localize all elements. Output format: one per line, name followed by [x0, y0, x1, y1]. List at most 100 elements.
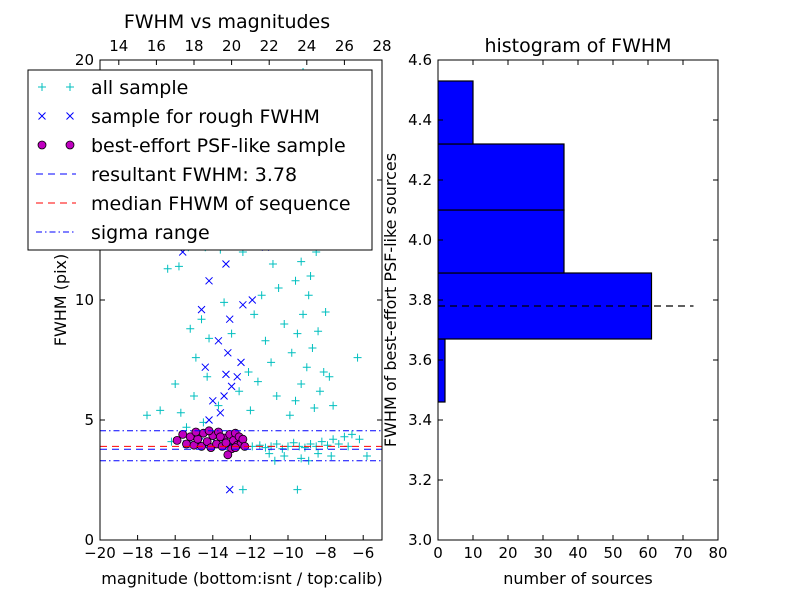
scatter-point-0 — [163, 264, 172, 273]
scatter-point-0 — [261, 336, 270, 345]
scatter-x-tick-label: −6 — [352, 544, 374, 562]
legend-marker-2 — [37, 140, 47, 150]
scatter-point-0 — [197, 315, 206, 324]
histogram-x-tick-label: 30 — [533, 544, 552, 562]
scatter-point-0 — [293, 329, 302, 338]
scatter-point-1 — [223, 348, 232, 357]
scatter-point-0 — [327, 452, 336, 460]
scatter-point-0 — [244, 368, 253, 376]
scatter-point-1 — [214, 336, 223, 345]
scatter-y-tick-label: 20 — [75, 51, 94, 69]
scatter-point-0 — [280, 320, 289, 328]
scatter-point-0 — [315, 387, 324, 396]
scatter-x-tick-label: −18 — [122, 544, 154, 562]
scatter-top-tick-label: 14 — [109, 37, 128, 55]
scatter-x-tick-label: −8 — [315, 544, 337, 562]
histogram-y-tick-label: 4.6 — [408, 51, 432, 69]
scatter-y-tick-label: 5 — [84, 411, 94, 429]
scatter-point-0 — [174, 262, 183, 271]
scatter-point-0 — [227, 329, 236, 338]
scatter-x-tick-label: −14 — [197, 544, 229, 562]
scatter-point-0 — [334, 440, 343, 448]
scatter-top-tick-label: 22 — [260, 37, 279, 55]
scatter-point-0 — [186, 324, 195, 333]
scatter-y-label: FWHM (pix) — [51, 254, 70, 347]
histogram-y-tick-label: 3.4 — [408, 411, 432, 429]
scatter-point-0 — [246, 406, 255, 415]
scatter-point-0 — [261, 443, 270, 452]
scatter-point-0 — [253, 377, 262, 386]
histogram-y-tick-label: 3.6 — [408, 351, 432, 369]
histogram-x-tick-label: 50 — [603, 544, 622, 562]
scatter-point-1 — [220, 392, 228, 400]
scatter-y-tick-label: 0 — [84, 531, 94, 549]
scatter-point-0 — [272, 392, 281, 400]
scatter-point-0 — [274, 284, 283, 292]
scatter-point-0 — [306, 272, 315, 280]
legend-marker-1 — [66, 112, 74, 120]
histogram-y-tick-label: 3.0 — [408, 531, 432, 549]
histogram-x-tick-label: 20 — [498, 544, 517, 562]
scatter-point-0 — [191, 353, 200, 362]
scatter-point-0 — [268, 260, 277, 268]
scatter-point-2 — [223, 450, 233, 460]
scatter-point-0 — [319, 368, 328, 376]
scatter-point-0 — [255, 441, 264, 450]
scatter-point-0 — [329, 435, 338, 444]
histogram-bar-4 — [438, 80, 474, 145]
histogram-y-tick-label: 3.2 — [408, 471, 432, 489]
scatter-point-1 — [205, 416, 213, 424]
scatter-top-ticks: 14 16 18 20 22 24 26 28 — [109, 37, 392, 65]
scatter-point-0 — [323, 441, 332, 450]
scatter-point-1 — [208, 396, 217, 405]
scatter-point-0 — [280, 452, 289, 460]
scatter-point-0 — [287, 348, 296, 357]
scatter-point-0 — [304, 291, 313, 300]
scatter-title: FWHM vs magnitudes — [124, 11, 330, 33]
histogram-bar-0 — [438, 338, 446, 403]
scatter-point-0 — [291, 396, 300, 405]
scatter-reference-lines — [100, 430, 382, 462]
scatter-point-1 — [222, 370, 230, 379]
scatter-point-2 — [178, 429, 188, 439]
scatter-point-0 — [300, 443, 309, 452]
legend-marker-2 — [65, 140, 75, 150]
scatter-point-2 — [172, 435, 182, 445]
scatter-point-1 — [205, 276, 213, 285]
scatter-point-0 — [267, 358, 276, 367]
scatter-point-0 — [238, 485, 247, 494]
scatter-point-0 — [314, 327, 323, 336]
histogram-bar-3 — [438, 143, 565, 211]
scatter-point-0 — [362, 452, 371, 460]
scatter-point-1 — [201, 363, 210, 372]
scatter-point-1 — [225, 315, 234, 324]
scatter-point-0 — [321, 308, 330, 316]
legend-box — [27, 69, 373, 251]
scatter-point-0 — [297, 257, 306, 266]
scatter-point-0 — [235, 387, 244, 396]
legend-marker-0 — [66, 83, 74, 91]
scatter-point-0 — [297, 380, 306, 388]
scatter-top-tick-label: 20 — [222, 37, 241, 55]
scatter-point-0 — [220, 298, 229, 307]
histogram-y-tick-label: 4.2 — [408, 171, 432, 189]
scatter-point-1 — [227, 382, 236, 391]
scatter-point-0 — [265, 449, 274, 458]
scatter-point-0 — [171, 380, 180, 388]
histogram-x-tick-label: 10 — [463, 544, 482, 562]
scatter-point-0 — [250, 310, 259, 319]
scatter-point-0 — [156, 406, 165, 415]
legend-label-3: resultant FWHM: 3.78 — [91, 164, 297, 186]
scatter-point-0 — [314, 449, 323, 458]
scatter-point-0 — [190, 392, 198, 400]
scatter-point-2 — [215, 432, 225, 442]
histogram-x-tick-label: 60 — [638, 544, 657, 562]
histogram-chart: 0 10 20 30 40 50 60 70 80 3.0 3.2 3.4 3.6 3.8 4.0 4.2 4… — [381, 35, 728, 588]
scatter-point-2 — [230, 443, 240, 453]
scatter-legend: all sample sample for rough FWHM best-effo… — [27, 69, 373, 251]
legend-label-1: sample for rough FWHM — [91, 106, 320, 128]
scatter-point-1 — [216, 408, 225, 417]
scatter-x-tick-label: −20 — [84, 544, 116, 562]
scatter-x-tick-label: −10 — [272, 544, 304, 562]
